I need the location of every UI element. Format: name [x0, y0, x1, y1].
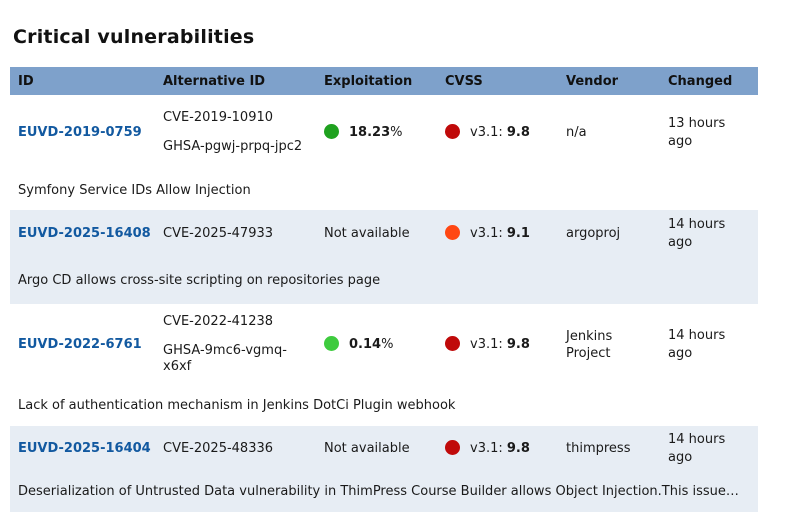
column-header-exploitation: Exploitation: [316, 67, 437, 95]
alternative-id-cell: CVE-2019-10910 GHSA-pgwj-prpq-jpc2: [155, 95, 316, 171]
vulnerability-description: Symfony Service IDs Allow Injection: [18, 182, 251, 198]
vulnerability-description: Argo CD allows cross-site scripting on r…: [10, 258, 758, 304]
changed-cell: 13 hours ago: [668, 116, 726, 149]
vulnerability-id-link[interactable]: EUVD-2019-0759: [18, 125, 142, 141]
cvss-cell: v3.1: 9.1: [437, 210, 558, 258]
exploitation-cell: Not available: [316, 210, 437, 258]
exploitation-percent: 18.23%: [349, 125, 403, 141]
cvss-cell: v3.1: 9.8: [437, 95, 558, 171]
changed-cell: 14 hours ago: [660, 426, 758, 472]
exploitation-text: Not available: [324, 226, 410, 242]
alternative-id-cell: CVE-2022-41238 GHSA-9mc6-vgmq-x6xf: [155, 304, 316, 386]
exploitation-percent: 0.14%: [349, 337, 394, 353]
cvss-cell: v3.1: 9.8: [437, 426, 558, 472]
cvss-score: v3.1: 9.8: [470, 125, 530, 141]
alternative-id-cell: CVE-2025-48336: [155, 426, 316, 472]
changed-cell: 14 hours ago: [660, 210, 758, 258]
epss-dot-icon: [324, 336, 339, 352]
cvss-score: v3.1: 9.1: [470, 226, 530, 242]
vulnerability-id-link[interactable]: EUVD-2025-16408: [18, 226, 151, 242]
column-header-id: ID: [10, 67, 155, 95]
vulnerability-id-link[interactable]: EUVD-2025-16404: [18, 441, 151, 457]
vulnerability-table-body: EUVD-2019-0759 CVE-2019-10910 GHSA-pgwj-pr…: [10, 95, 758, 512]
vulnerability-row: EUVD-2019-0759 CVE-2019-10910 GHSA-pgwj-pr…: [10, 95, 758, 171]
cvss-score: v3.1: 9.8: [470, 337, 530, 353]
vulnerability-description-row: Lack of authentication mechanism in Jenk…: [10, 386, 758, 426]
cvss-score: v3.1: 9.8: [470, 441, 530, 457]
vulnerability-id-link[interactable]: EUVD-2022-6761: [18, 337, 142, 353]
changed-cell: 14 hours ago: [668, 328, 726, 361]
vendor-cell: n/a: [566, 125, 587, 141]
vulnerability-description-row: Argo CD allows cross-site scripting on r…: [10, 258, 758, 304]
alternative-id-cell: CVE-2025-47933: [155, 210, 316, 258]
severity-dot-icon: [445, 440, 460, 456]
vulnerability-description-row: Deserialization of Untrusted Data vulner…: [10, 472, 758, 512]
alternative-id: CVE-2025-47933: [163, 225, 274, 241]
alternative-id: GHSA-pgwj-prpq-jpc2: [163, 139, 303, 154]
alternative-id: CVE-2025-48336: [163, 440, 274, 456]
severity-dot-icon: [445, 124, 460, 140]
id-cell: EUVD-2025-16404: [10, 426, 155, 472]
alternative-id: GHSA-9mc6-vgmq-x6xf: [163, 342, 287, 375]
column-header-cvss: CVSS: [437, 67, 558, 95]
vendor-cell: thimpress: [558, 426, 660, 472]
column-header-alternative-id: Alternative ID: [155, 67, 316, 95]
id-cell: EUVD-2022-6761: [10, 304, 155, 386]
column-header-changed: Changed: [660, 67, 758, 95]
id-cell: EUVD-2025-16408: [10, 210, 155, 258]
vulnerability-description: Lack of authentication mechanism in Jenk…: [18, 398, 456, 414]
table-header-row: ID Alternative ID Exploitation CVSS Vend…: [10, 67, 758, 95]
alternative-id: CVE-2022-41238: [163, 313, 274, 329]
vulnerability-table: ID Alternative ID Exploitation CVSS Vend…: [10, 67, 758, 512]
vulnerability-row: EUVD-2025-16408 CVE-2025-47933 Not availab…: [10, 210, 758, 258]
page-title: Critical vulnerabilities: [13, 26, 255, 48]
vulnerability-row: EUVD-2025-16404 CVE-2025-48336 Not availab…: [10, 426, 758, 472]
exploitation-cell: Not available: [316, 426, 437, 472]
epss-dot-icon: [324, 124, 339, 140]
id-cell: EUVD-2019-0759: [10, 95, 155, 171]
severity-dot-icon: [445, 336, 460, 352]
exploitation-cell: 18.23%: [316, 95, 437, 171]
cvss-cell: v3.1: 9.8: [437, 304, 558, 386]
column-header-vendor: Vendor: [558, 67, 660, 95]
vendor-cell: argoproj: [558, 210, 660, 258]
severity-dot-icon: [445, 225, 460, 241]
vulnerability-description: Deserialization of Untrusted Data vulner…: [10, 472, 758, 512]
vendor-cell: Jenkins Project: [566, 328, 613, 361]
vulnerability-description-row: Symfony Service IDs Allow Injection: [10, 171, 758, 210]
alternative-id: CVE-2019-10910: [163, 110, 274, 126]
exploitation-text: Not available: [324, 441, 410, 457]
vulnerability-row: EUVD-2022-6761 CVE-2022-41238 GHSA-9mc6-vg…: [10, 304, 758, 386]
exploitation-cell: 0.14%: [316, 304, 437, 386]
